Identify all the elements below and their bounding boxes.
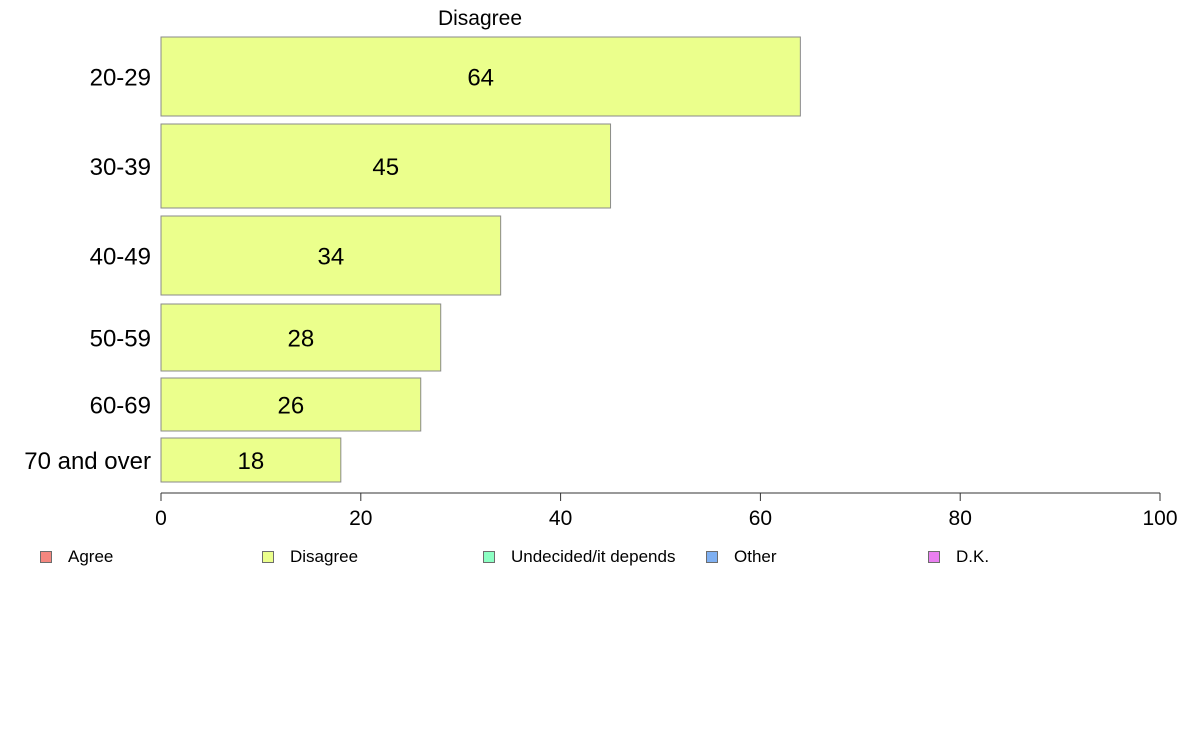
data-label: 64 [467,65,494,92]
x-tick-label: 100 [1142,507,1177,530]
x-axis: 0 20 40 60 80 100 [155,492,1178,530]
data-label: 45 [372,154,399,181]
x-tick-label: 40 [549,507,572,530]
x-tick-label: 0 [155,507,167,530]
bar-40-49 [160,215,502,296]
legend-swatch [40,551,52,563]
legend-swatch [706,551,718,563]
category-label: 60-69 [90,393,151,420]
category-label: 30-39 [90,154,151,181]
legend-label: Disagree [290,547,359,566]
bar-50-59 [160,303,442,372]
category-label: 20-29 [90,65,151,92]
category-label: 70 and over [24,448,151,475]
bars-group: 64 20-29 45 30-39 34 40-49 28 50-59 26 60-69 18 70 … [24,36,801,483]
legend-label: D.K. [956,547,990,566]
legend-label: Agree [68,547,114,566]
bar-20-29 [160,36,801,117]
data-label: 28 [288,326,315,353]
bar-70-and-over [160,437,342,483]
legend-swatch [262,551,274,563]
bar-60-69 [160,377,422,432]
legend-item: Undecided/it depends [483,547,675,567]
data-label: 18 [238,448,265,475]
data-label: 34 [317,244,344,271]
legend-swatch [483,551,495,563]
x-tick-label: 20 [349,507,372,530]
bar-30-39 [160,123,612,209]
legend-swatch [928,551,940,563]
category-label: 40-49 [90,244,151,271]
legend-item: D.K. [928,547,989,567]
x-tick-label: 60 [749,507,772,530]
bar-chart: Disagree 6420-294530-393440-492850-59266… [24,7,1178,530]
x-tick-label: 80 [949,507,972,530]
legend-item: Agree [40,547,113,567]
legend-label: Other [734,547,777,566]
category-label: 50-59 [90,326,151,353]
legend-item: Disagree [262,547,358,567]
legend-label: Undecided/it depends [511,547,676,566]
legend-item: Other [706,547,777,567]
chart-title: Disagree [438,7,522,30]
data-label: 26 [278,393,305,420]
